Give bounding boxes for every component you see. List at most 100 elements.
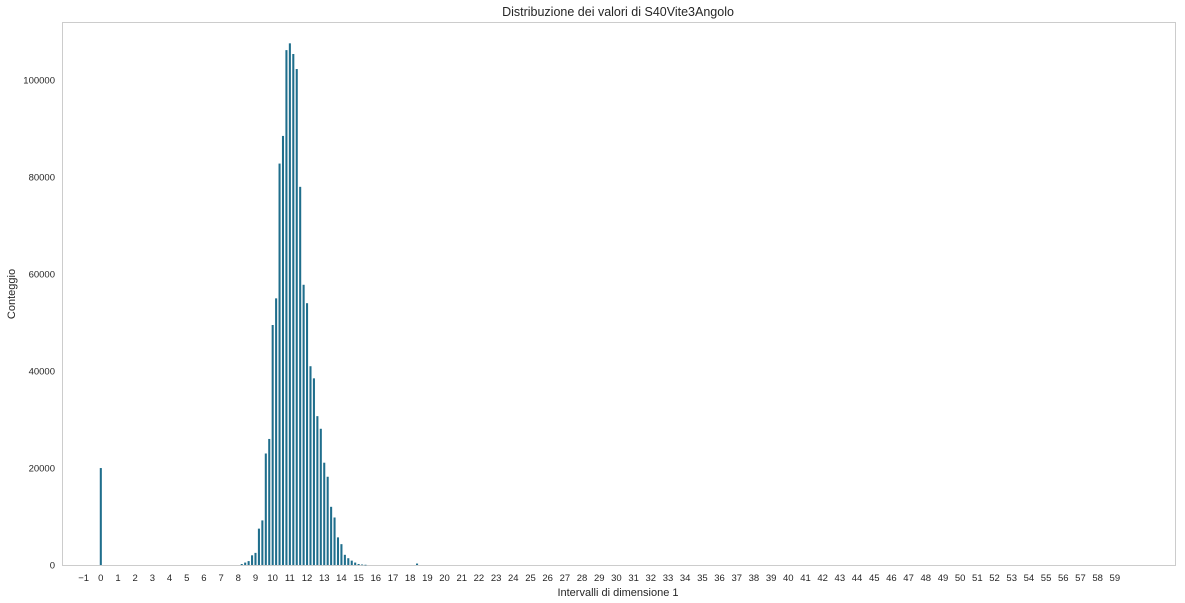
histogram-bar	[261, 520, 264, 565]
x-tick-label: 22	[474, 573, 485, 584]
x-tick-label: 53	[1006, 573, 1017, 584]
x-tick-label: 4	[167, 573, 172, 584]
x-tick-label: 34	[680, 573, 691, 584]
x-tick-label: 26	[542, 573, 553, 584]
x-axis-ticks: −1 0 1 2 3 4 5 6 7 8 9 10 11 12 13 14 15 16 17 18 19 20 21 22 23…	[78, 573, 1120, 584]
x-tick-label: 3	[150, 573, 155, 584]
histogram-bar	[323, 462, 326, 565]
histogram-bar	[275, 298, 278, 565]
x-axis-label: Intervalli di dimensione 1	[557, 587, 678, 599]
histogram-bar	[343, 554, 346, 565]
x-tick-label: −1	[78, 573, 89, 584]
x-tick-label: 30	[611, 573, 622, 584]
histogram-bar	[350, 560, 353, 565]
x-tick-label: 24	[508, 573, 519, 584]
x-tick-label: 31	[628, 573, 639, 584]
x-tick-label: 49	[938, 573, 949, 584]
x-tick-label: 44	[852, 573, 863, 584]
histogram-bar	[285, 50, 288, 566]
x-tick-label: 13	[319, 573, 330, 584]
y-axis-label: Conteggio	[6, 269, 18, 319]
x-tick-label: 46	[886, 573, 897, 584]
x-tick-label: 7	[218, 573, 223, 584]
histogram-bar	[268, 438, 271, 565]
histogram-bar	[247, 561, 250, 565]
x-tick-label: 52	[989, 573, 1000, 584]
histogram-bar	[240, 564, 243, 565]
histogram-bar	[326, 476, 329, 565]
y-tick-label: 80000	[29, 173, 55, 184]
histogram-bar	[354, 562, 357, 565]
histogram-bar	[312, 378, 315, 565]
histogram-bar	[319, 428, 322, 565]
histogram-bar	[264, 453, 267, 565]
histogram-bar	[357, 564, 360, 565]
x-tick-label: 23	[491, 573, 502, 584]
x-tick-label: 33	[663, 573, 674, 584]
x-tick-label: 29	[594, 573, 605, 584]
x-tick-label: 32	[646, 573, 657, 584]
histogram-bar	[361, 564, 364, 566]
x-tick-label: 42	[817, 573, 828, 584]
x-tick-label: 39	[766, 573, 777, 584]
x-tick-label: 10	[267, 573, 278, 584]
y-tick-label: 40000	[29, 367, 55, 378]
x-tick-label: 18	[405, 573, 416, 584]
x-tick-label: 20	[439, 573, 450, 584]
y-tick-label: 20000	[29, 464, 55, 475]
x-tick-label: 51	[972, 573, 983, 584]
x-tick-label: 9	[253, 573, 258, 584]
histogram-bar	[278, 163, 281, 565]
histogram-bar	[333, 517, 336, 565]
y-tick-label: 100000	[23, 76, 55, 87]
x-tick-label: 37	[731, 573, 742, 584]
x-tick-label: 35	[697, 573, 708, 584]
histogram-bar	[330, 506, 333, 565]
y-tick-label: 60000	[29, 270, 55, 281]
x-tick-label: 27	[560, 573, 571, 584]
x-tick-label: 6	[201, 573, 206, 584]
x-tick-label: 11	[285, 573, 295, 584]
x-tick-label: 5	[184, 573, 189, 584]
histogram-bar	[99, 468, 102, 565]
histogram-bar	[288, 43, 291, 565]
x-tick-label: 1	[115, 573, 120, 584]
x-tick-label: 54	[1024, 573, 1035, 584]
histogram-bar	[347, 558, 350, 565]
x-tick-label: 55	[1041, 573, 1052, 584]
x-tick-label: 21	[456, 573, 467, 584]
x-tick-label: 58	[1092, 573, 1103, 584]
x-tick-label: 14	[336, 573, 347, 584]
x-tick-label: 40	[783, 573, 794, 584]
plot-frame	[62, 22, 1176, 566]
histogram-bar	[336, 537, 340, 565]
x-tick-label: 28	[577, 573, 588, 584]
chart-title: Distribuzione dei valori di S40Vite3Ango…	[502, 5, 734, 19]
x-tick-label: 50	[955, 573, 966, 584]
x-tick-label: 17	[388, 573, 399, 584]
y-tick-label: 0	[50, 561, 55, 572]
bars-group	[99, 43, 419, 566]
histogram-bar	[254, 552, 257, 565]
histogram-bar	[299, 186, 302, 565]
histogram-bar	[271, 325, 274, 565]
x-tick-label: 25	[525, 573, 536, 584]
x-tick-label: 41	[800, 573, 811, 584]
x-tick-label: 38	[749, 573, 760, 584]
x-tick-label: 43	[835, 573, 846, 584]
x-tick-label: 57	[1075, 573, 1086, 584]
x-tick-label: 19	[422, 573, 433, 584]
x-tick-label: 47	[903, 573, 914, 584]
histogram-bar	[309, 366, 312, 565]
x-tick-label: 0	[98, 573, 103, 584]
histogram-bar	[416, 563, 419, 565]
histogram-bar	[251, 555, 254, 565]
histogram-bar	[364, 564, 367, 566]
x-tick-label: 45	[869, 573, 880, 584]
histogram-bar	[244, 562, 247, 565]
y-axis-ticks: 0 20000 40000 60000 80000 100000	[23, 76, 55, 572]
x-tick-label: 12	[302, 573, 313, 584]
x-tick-label: 56	[1058, 573, 1069, 584]
histogram-bar	[306, 303, 309, 565]
